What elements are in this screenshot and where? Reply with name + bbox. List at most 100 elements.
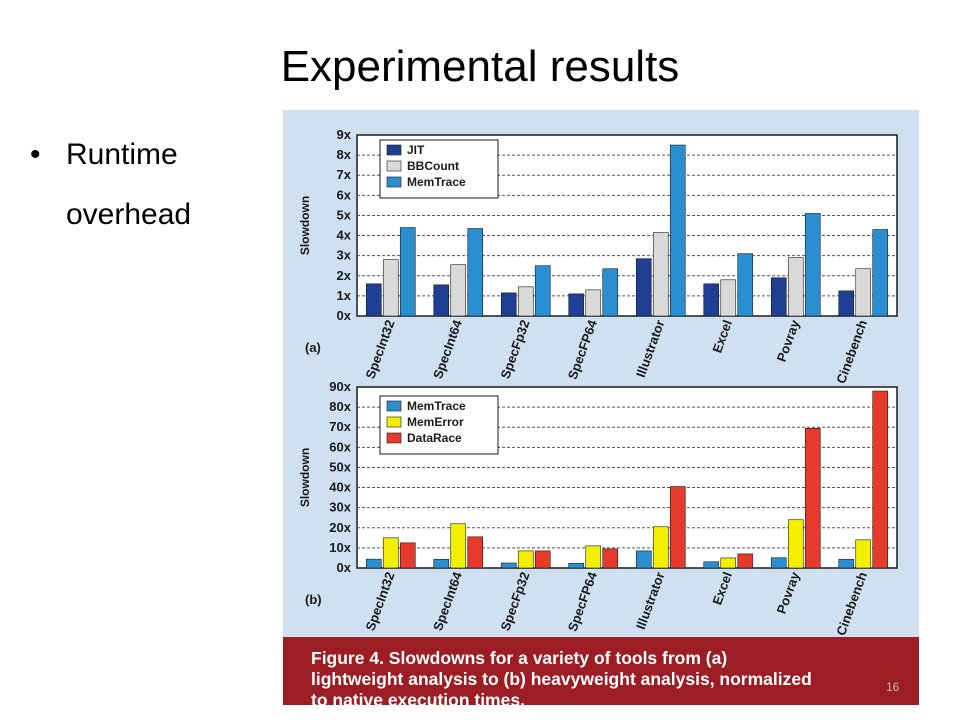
y-tick-label: 80x bbox=[329, 399, 351, 414]
bar-jit-specint64 bbox=[433, 284, 450, 317]
bar-bbcount-illustrator bbox=[652, 232, 669, 317]
y-tick-label: 9x bbox=[337, 127, 352, 142]
figure-caption-text: Figure 4. Slowdowns for a variety of too… bbox=[311, 648, 812, 710]
bar-datarace-specfp32 bbox=[534, 550, 551, 569]
y-tick-label: 60x bbox=[329, 439, 351, 454]
y-tick-label: 0x bbox=[337, 560, 352, 575]
legend-label: JIT bbox=[407, 143, 425, 157]
y-tick-label: 90x bbox=[329, 379, 351, 394]
legend-swatch bbox=[386, 416, 402, 428]
x-category-label: Excel bbox=[709, 318, 735, 355]
bar-memerror-specfp32 bbox=[517, 550, 534, 569]
x-category-label: Cinebench bbox=[833, 570, 870, 637]
x-category-label: SpecFP64 bbox=[565, 569, 601, 633]
bar-memtrace-specint64 bbox=[467, 228, 484, 317]
bar-jit-specfp32 bbox=[500, 292, 517, 317]
bar-jit-specfp64 bbox=[568, 293, 585, 317]
bar-memtrace-cinebench bbox=[872, 229, 889, 317]
legend-label: MemTrace bbox=[407, 175, 466, 189]
legend-swatch bbox=[386, 176, 402, 188]
legend-swatch bbox=[386, 432, 402, 444]
y-tick-label: 6x bbox=[337, 187, 352, 202]
bar-memtrace-povray bbox=[804, 213, 821, 317]
bar-memerror-specint64 bbox=[450, 523, 467, 569]
y-tick-label: 5x bbox=[337, 207, 352, 222]
bar-memerror-illustrator bbox=[652, 526, 669, 569]
y-tick-label: 3x bbox=[337, 248, 352, 263]
x-category-label: Illustrator bbox=[633, 570, 668, 631]
x-category-label: SpecInt64 bbox=[430, 317, 465, 381]
legend-label: DataRace bbox=[407, 431, 462, 445]
x-category-label: SpecFp32 bbox=[497, 570, 532, 633]
bar-datarace-povray bbox=[804, 427, 821, 569]
x-category-label: Excel bbox=[709, 570, 735, 607]
bar-memtrace-cinebench bbox=[838, 559, 855, 569]
slide-title: Experimental results bbox=[280, 42, 680, 91]
bar-bbcount-specfp64 bbox=[585, 289, 602, 317]
panel-label: (b) bbox=[305, 592, 322, 607]
bar-bbcount-povray bbox=[787, 257, 804, 317]
y-tick-label: 7x bbox=[337, 167, 352, 182]
bar-datarace-cinebench bbox=[872, 390, 889, 569]
bullet-dot-icon: • bbox=[30, 138, 41, 171]
bar-memtrace-illustrator bbox=[669, 144, 686, 317]
y-tick-label: 0x bbox=[337, 308, 352, 323]
bar-memtrace-specint64 bbox=[433, 558, 450, 569]
bar-datarace-specint32 bbox=[399, 542, 416, 569]
y-tick-label: 30x bbox=[329, 500, 351, 515]
y-tick-label: 1x bbox=[337, 288, 352, 303]
bar-memerror-specfp64 bbox=[585, 545, 602, 569]
bar-bbcount-specfp32 bbox=[517, 286, 534, 317]
y-tick-label: 50x bbox=[329, 459, 351, 474]
x-category-label: SpecFP64 bbox=[565, 317, 601, 381]
bar-memtrace-specint32 bbox=[399, 227, 416, 317]
bar-memerror-excel bbox=[720, 557, 737, 569]
bar-datarace-specfp64 bbox=[602, 548, 619, 569]
bar-jit-cinebench bbox=[838, 290, 855, 317]
bar-memtrace-specfp64 bbox=[602, 268, 619, 317]
figure-caption: Figure 4. Slowdowns for a variety of too… bbox=[283, 637, 919, 710]
y-tick-label: 10x bbox=[329, 540, 351, 555]
bar-memtrace-povray bbox=[770, 557, 787, 569]
bar-memtrace-excel bbox=[737, 253, 754, 317]
x-category-label: SpecInt32 bbox=[362, 318, 397, 381]
bar-memtrace-illustrator bbox=[635, 550, 652, 569]
legend-swatch bbox=[386, 160, 402, 172]
x-category-label: Cinebench bbox=[833, 318, 870, 386]
bar-datarace-illustrator bbox=[669, 486, 686, 569]
x-category-label: SpecInt64 bbox=[430, 569, 465, 633]
x-category-label: Povray bbox=[774, 569, 803, 616]
legend-label: MemError bbox=[407, 415, 464, 429]
y-axis-label: Slowdown bbox=[298, 448, 312, 507]
bar-memtrace-specint32 bbox=[365, 558, 382, 569]
legend-label: BBCount bbox=[407, 159, 459, 173]
bar-bbcount-cinebench bbox=[855, 268, 872, 317]
x-category-label: Illustrator bbox=[633, 318, 668, 379]
x-category-label: SpecInt32 bbox=[362, 570, 397, 633]
bar-memtrace-specfp64 bbox=[568, 562, 585, 569]
x-category-label: Povray bbox=[774, 317, 803, 364]
x-category-label: SpecFp32 bbox=[497, 318, 532, 381]
bar-jit-povray bbox=[770, 277, 787, 317]
y-tick-label: 2x bbox=[337, 268, 352, 283]
bar-memerror-povray bbox=[787, 519, 804, 569]
y-tick-label: 70x bbox=[329, 419, 351, 434]
legend-swatch bbox=[386, 144, 402, 156]
bar-memtrace-excel bbox=[703, 561, 720, 569]
bar-jit-excel bbox=[703, 283, 720, 317]
bar-memerror-specint32 bbox=[382, 537, 399, 569]
y-tick-label: 8x bbox=[337, 147, 352, 162]
bar-bbcount-specint64 bbox=[450, 264, 467, 317]
bar-datarace-specint64 bbox=[467, 536, 484, 569]
page-number: 16 bbox=[886, 680, 900, 694]
bar-memtrace-specfp32 bbox=[500, 562, 517, 569]
bullet-text-line1: Runtime bbox=[66, 138, 178, 171]
bar-memtrace-specfp32 bbox=[534, 265, 551, 317]
y-tick-label: 4x bbox=[337, 228, 352, 243]
figure-charts: 0x 1x 2x 3x 4x 5x 6x 7x 8x 9x Slowdown (a) SpecInt32… bbox=[298, 127, 898, 637]
bar-datarace-excel bbox=[737, 553, 754, 569]
bar-bbcount-specint32 bbox=[382, 259, 399, 317]
panel-label: (a) bbox=[305, 340, 321, 355]
bullet-text-line2: overhead bbox=[66, 198, 192, 231]
bar-jit-specint32 bbox=[365, 283, 382, 317]
